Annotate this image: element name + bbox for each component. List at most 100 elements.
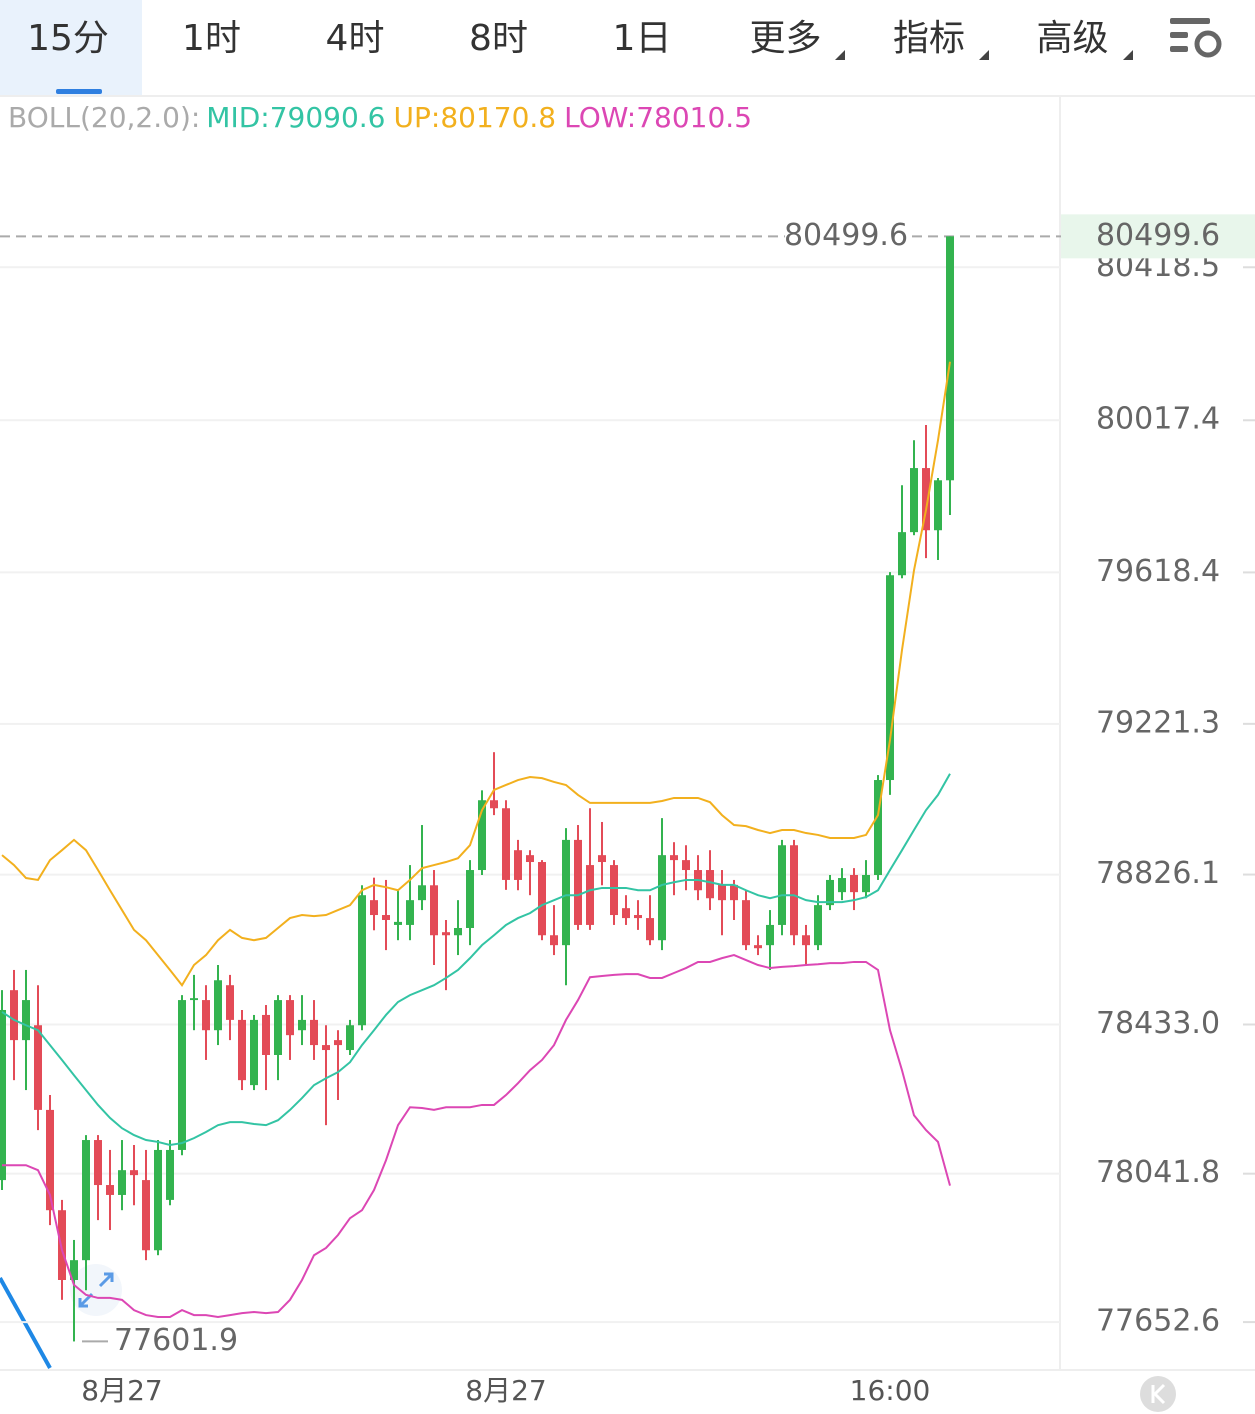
expand-icon [78,1272,114,1308]
candle-body [382,915,390,920]
candle-body [322,1045,330,1051]
candle-body [202,1000,210,1031]
candle-body [706,870,714,899]
candle-body [334,1040,342,1046]
candle-body [898,532,906,576]
candle-body [142,1180,150,1251]
candle-body [346,1025,354,1051]
candle-body [490,800,498,809]
candle-body [646,918,654,941]
candle-body [82,1140,90,1261]
candle-body [214,980,222,1031]
candle-body [46,1109,54,1211]
candle-body [550,935,558,946]
tab[interactable]: 1日 [613,18,672,59]
candle-body [430,885,438,936]
x-tick-label: 16:00 [850,1374,931,1407]
candle-body [250,1019,258,1086]
candle-body [226,985,234,1020]
legend-entry: LOW:78010.5 [564,101,752,134]
last-price-box [1061,214,1255,259]
tab[interactable]: 高级 [1036,18,1108,59]
candle-body [910,468,918,533]
dropdown-icon [835,50,845,60]
candle-body [298,1019,306,1031]
y-tick-label: 79221.3 [1096,705,1220,740]
candle-body [106,1185,114,1195]
candle-body [682,860,690,871]
band-line [1,773,951,1147]
tab[interactable]: 指标 [893,18,965,59]
icon-bar [1170,18,1210,24]
candle-body [190,998,198,1001]
candle-body [478,800,486,871]
tab[interactable]: 更多 [749,18,821,59]
icon-bar [1170,46,1188,52]
price-label-bg [785,220,907,253]
candle-body [622,908,630,919]
candle-body [454,927,462,936]
candle-body [178,1000,186,1150]
candle-body [946,236,954,481]
price-line-label: 80499.6 [784,218,908,253]
icon-bar [1170,32,1188,38]
candle-body [922,468,930,531]
tab[interactable]: 8时 [469,18,528,59]
settings-icon[interactable] [1170,18,1222,58]
candle-body [874,780,882,875]
candle-body [94,1140,102,1186]
tab[interactable]: 1时 [182,18,241,59]
active-tab-bg [0,0,142,95]
candle-body [262,1014,270,1055]
band-line [2,954,951,1319]
candle-body [370,900,378,916]
candle-body [802,935,810,946]
active-tab-underline [56,89,102,94]
candle-body [154,1149,162,1251]
candle-body [598,855,606,863]
candle-body [670,855,678,861]
tab[interactable]: 15分 [27,18,109,59]
candle-body [826,879,834,906]
y-tick-label: 80017.4 [1096,402,1220,437]
candle-body [310,1019,318,1046]
candle-body [886,575,894,781]
candle-body [502,808,510,880]
candle-body [562,839,570,946]
band-line [1,361,951,987]
candle-body [754,945,762,949]
y-tick-label: 79618.4 [1096,554,1220,589]
candle-body [610,865,618,916]
dropdown-icon [1123,50,1133,60]
candle-body [238,1019,246,1081]
y-tick-label: 78826.1 [1096,856,1220,891]
y-tick-label: 77652.6 [1096,1304,1220,1339]
icon-gear [1194,30,1222,58]
tab[interactable]: 4时 [326,18,385,59]
candle-body [586,865,594,925]
candle-body [718,884,726,901]
candle-body [0,1009,6,1181]
dropdown-icon [979,50,989,60]
candle-body [862,874,870,893]
candle-body [466,870,474,928]
low-marker-label: 77601.9 [114,1323,238,1358]
candle-body [778,845,786,925]
candle-body [70,1260,78,1280]
candle-body [406,900,414,925]
candle-body [934,480,942,531]
candle-body [10,990,18,1041]
x-tick-label: 8月27 [465,1374,546,1407]
candle-body [22,1000,30,1041]
candle-body [814,905,822,946]
candle-body [742,900,750,946]
candle-body [838,878,846,893]
candle-body [34,1025,42,1110]
legend-entry: UP:80170.8 [394,101,557,134]
candle-body [538,862,546,936]
k-button[interactable] [1140,1376,1176,1412]
candle-body [850,874,858,893]
candle-body [418,885,426,901]
last-price-label: 80499.6 [1096,218,1220,253]
